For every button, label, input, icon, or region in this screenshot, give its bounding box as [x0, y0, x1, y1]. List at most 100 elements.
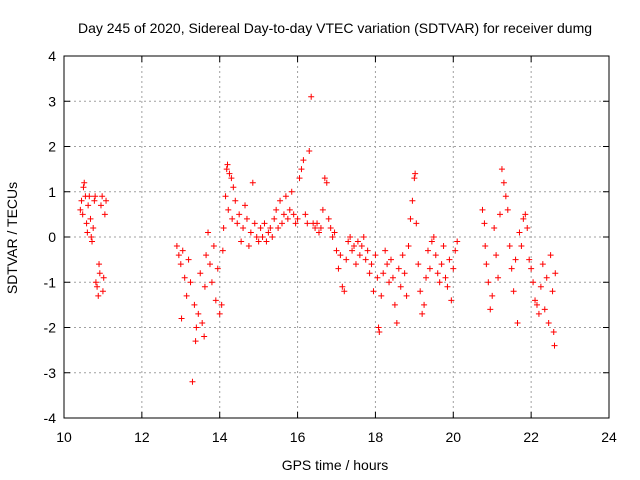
data-point	[199, 319, 206, 326]
data-point	[90, 224, 97, 231]
data-point	[226, 170, 233, 177]
data-point	[99, 193, 106, 200]
data-point	[288, 188, 295, 195]
data-point	[280, 211, 287, 218]
data-point	[103, 197, 110, 204]
data-point	[178, 315, 185, 322]
data-point	[290, 211, 297, 218]
data-point	[201, 333, 208, 340]
data-point	[212, 297, 219, 304]
data-point	[430, 234, 437, 240]
data-point	[214, 265, 221, 272]
data-point	[306, 148, 313, 155]
data-point	[298, 166, 305, 173]
data-point	[87, 215, 94, 222]
y-tick-label: 0	[48, 229, 56, 245]
data-point	[302, 211, 309, 218]
grid-lines	[64, 56, 609, 418]
data-point	[489, 292, 496, 299]
data-point	[245, 243, 252, 250]
data-point	[516, 229, 523, 236]
data-point	[549, 288, 556, 295]
data-point	[347, 234, 354, 240]
y-tick-label: 1	[48, 184, 56, 200]
data-point	[389, 274, 396, 281]
data-point	[395, 265, 402, 272]
data-point	[345, 238, 352, 245]
data-point	[444, 283, 451, 290]
data-point	[337, 252, 344, 259]
data-point	[364, 247, 371, 254]
data-point	[257, 224, 264, 231]
x-tick-label: 10	[56, 429, 72, 445]
data-point	[96, 261, 103, 268]
data-point	[177, 261, 184, 268]
y-tick-label: -2	[44, 320, 57, 336]
data-point	[294, 215, 301, 222]
data-point	[378, 292, 385, 299]
data-point	[407, 215, 414, 222]
data-point	[265, 229, 272, 236]
data-point	[382, 247, 389, 254]
data-point	[225, 206, 232, 213]
data-point	[185, 256, 192, 263]
data-point	[253, 234, 260, 240]
y-tick-label: 3	[48, 93, 56, 109]
data-point	[524, 224, 531, 231]
data-point	[351, 243, 358, 250]
data-point	[78, 197, 85, 204]
data-point	[522, 211, 529, 218]
data-point	[528, 265, 535, 272]
data-point	[238, 238, 245, 245]
data-point	[454, 238, 461, 245]
data-point	[208, 279, 215, 286]
data-point	[84, 229, 91, 236]
data-point	[249, 179, 256, 186]
data-point	[323, 179, 330, 186]
data-point	[81, 179, 88, 186]
data-point	[193, 324, 200, 331]
x-tick-label: 24	[601, 429, 617, 445]
data-point	[380, 270, 387, 277]
data-point	[275, 224, 282, 231]
data-point	[424, 247, 431, 254]
data-point	[96, 270, 103, 277]
data-point	[325, 215, 332, 222]
data-point	[89, 238, 96, 245]
y-tick-label: -4	[44, 410, 57, 426]
data-point	[360, 234, 367, 240]
data-point	[450, 265, 457, 272]
data-point	[85, 202, 92, 209]
data-points	[77, 93, 559, 385]
data-point	[315, 229, 322, 236]
data-point	[341, 288, 348, 295]
data-point	[222, 193, 229, 200]
data-point	[83, 220, 90, 227]
data-point	[386, 279, 393, 286]
data-point	[282, 193, 289, 200]
data-point	[399, 252, 406, 259]
data-point	[187, 279, 194, 286]
data-point	[368, 261, 375, 268]
data-point	[92, 193, 99, 200]
data-point	[236, 211, 243, 218]
data-point	[308, 93, 315, 100]
data-point	[95, 292, 102, 299]
data-point	[314, 220, 321, 227]
data-point	[432, 252, 439, 259]
data-point	[518, 243, 525, 250]
data-point	[100, 274, 107, 281]
data-point	[415, 261, 422, 268]
data-point	[80, 184, 87, 191]
data-point	[339, 283, 346, 290]
data-point	[413, 220, 420, 227]
data-point	[545, 319, 552, 326]
data-point	[349, 247, 356, 254]
data-point	[358, 243, 365, 250]
data-point	[91, 197, 98, 204]
data-point	[79, 211, 86, 218]
data-point	[304, 220, 311, 227]
data-point	[485, 279, 492, 286]
